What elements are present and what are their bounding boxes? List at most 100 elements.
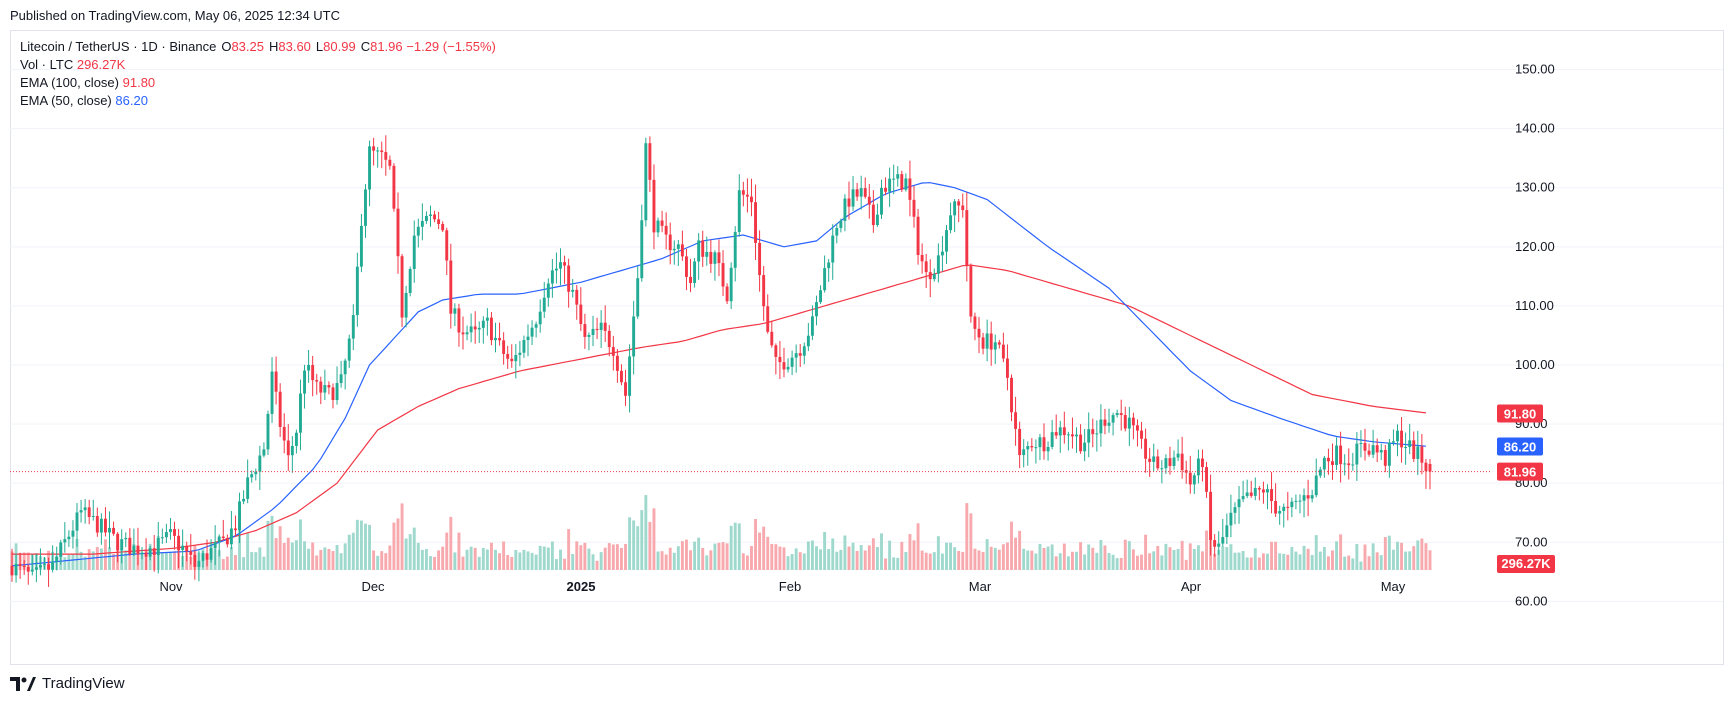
y-tick-label: 110.00 xyxy=(1515,298,1554,313)
candle xyxy=(1253,477,1257,501)
volume-bar xyxy=(1416,540,1420,570)
volume-bar xyxy=(303,541,306,570)
candle xyxy=(1217,531,1221,555)
volume-bar xyxy=(680,541,684,570)
volume-bar xyxy=(1201,551,1204,570)
volume-label[interactable]: Vol · LTC xyxy=(20,57,74,72)
volume-bar xyxy=(798,552,802,570)
volume-bar xyxy=(603,547,607,570)
volume-bar xyxy=(473,547,477,570)
candle xyxy=(1022,439,1026,468)
candle-body xyxy=(95,516,99,533)
candle xyxy=(924,253,928,289)
candle-body xyxy=(847,198,851,207)
candle-body xyxy=(1322,457,1326,470)
candle xyxy=(1225,513,1229,545)
candle xyxy=(1335,437,1339,471)
candle-body xyxy=(1168,458,1172,466)
candle-body xyxy=(538,311,542,325)
volume-bar xyxy=(538,545,542,570)
volume-bar xyxy=(668,547,672,570)
candle xyxy=(250,470,254,483)
candle xyxy=(95,507,99,537)
volume-bar xyxy=(632,520,636,570)
candle-body xyxy=(286,440,290,456)
candle-body xyxy=(810,316,814,336)
candle-body xyxy=(1022,449,1026,456)
volume-bar xyxy=(1054,556,1058,570)
candle-body xyxy=(1205,467,1208,492)
candle xyxy=(770,320,774,348)
candle-body xyxy=(1306,495,1310,499)
candle xyxy=(595,317,599,340)
candle xyxy=(136,527,140,566)
volume-bar xyxy=(973,548,977,570)
candle xyxy=(892,164,896,195)
candle xyxy=(1400,416,1404,463)
candle-body xyxy=(892,178,896,180)
candle-body xyxy=(1278,510,1282,514)
candle-body xyxy=(485,317,489,321)
symbol-name[interactable]: Litecoin / TetherUS · 1D · Binance xyxy=(20,39,217,54)
candle xyxy=(709,239,713,273)
candle xyxy=(754,184,757,260)
volume-bar xyxy=(786,556,790,570)
volume-bar xyxy=(1249,557,1253,570)
candle xyxy=(1127,406,1131,446)
candle-body xyxy=(221,536,225,539)
candle xyxy=(863,177,867,199)
candle-body xyxy=(1290,501,1294,508)
candle xyxy=(412,220,416,283)
tradingview-logo[interactable]: TradingView xyxy=(10,675,125,692)
volume-bar xyxy=(347,534,351,570)
candle-body xyxy=(1367,450,1371,455)
volume-bar xyxy=(770,543,774,570)
candle xyxy=(1326,448,1330,475)
ema50-label[interactable]: EMA (50, close) xyxy=(20,93,112,108)
candle xyxy=(538,299,542,333)
candle-body xyxy=(1115,413,1119,416)
ema100-label[interactable]: EMA (100, close) xyxy=(20,75,119,90)
candle-body xyxy=(225,538,229,545)
candle xyxy=(433,210,437,223)
volume-bar xyxy=(274,538,278,570)
candle xyxy=(798,344,802,367)
volume-bar xyxy=(286,537,290,570)
candle-body xyxy=(575,289,579,305)
volume-bar xyxy=(1290,547,1294,570)
ema100-line xyxy=(12,264,1426,555)
candle xyxy=(1103,408,1107,435)
candle xyxy=(997,339,1001,349)
volume-bar xyxy=(1229,544,1233,570)
candle xyxy=(67,530,71,547)
candle-body xyxy=(924,261,928,273)
candle xyxy=(380,141,384,169)
volume-tag-label: 296.27K xyxy=(1501,556,1551,571)
candle xyxy=(705,236,709,266)
volume-bar xyxy=(160,552,164,570)
volume-bar xyxy=(1164,543,1168,570)
volume-bar xyxy=(359,520,363,570)
price-tag: 91.80 xyxy=(1497,404,1543,423)
candle xyxy=(855,182,859,201)
candle-body xyxy=(644,143,648,221)
volume-bar xyxy=(1136,555,1139,570)
volume-bar xyxy=(327,548,331,570)
candle xyxy=(993,334,997,365)
candle xyxy=(1355,432,1359,481)
candle xyxy=(156,521,160,574)
candle-body xyxy=(1148,458,1152,462)
candle-body xyxy=(880,187,883,215)
candle xyxy=(1014,396,1018,446)
volume-bar xyxy=(270,515,274,570)
volume-bar xyxy=(725,543,729,570)
candle-body xyxy=(1001,344,1005,359)
candle-body xyxy=(1180,453,1184,471)
volume-bar xyxy=(1347,555,1351,570)
candle xyxy=(953,199,957,233)
volume-bar xyxy=(449,516,453,570)
volume-bar xyxy=(124,550,128,570)
volume-bar xyxy=(1274,541,1278,570)
volume-row: Vol · LTC 296.27K xyxy=(20,56,496,74)
